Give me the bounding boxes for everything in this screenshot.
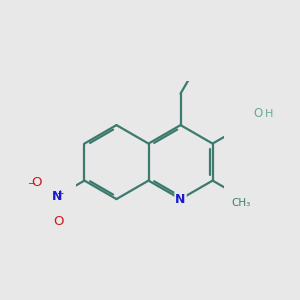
Text: +: + bbox=[56, 189, 64, 198]
Text: N: N bbox=[176, 193, 186, 206]
Text: −: − bbox=[28, 179, 36, 189]
Text: H: H bbox=[265, 109, 274, 119]
Text: O: O bbox=[254, 107, 263, 121]
Text: CH₃: CH₃ bbox=[232, 198, 251, 208]
Text: N: N bbox=[52, 190, 62, 203]
Text: O: O bbox=[53, 214, 64, 228]
Text: O: O bbox=[31, 176, 42, 189]
